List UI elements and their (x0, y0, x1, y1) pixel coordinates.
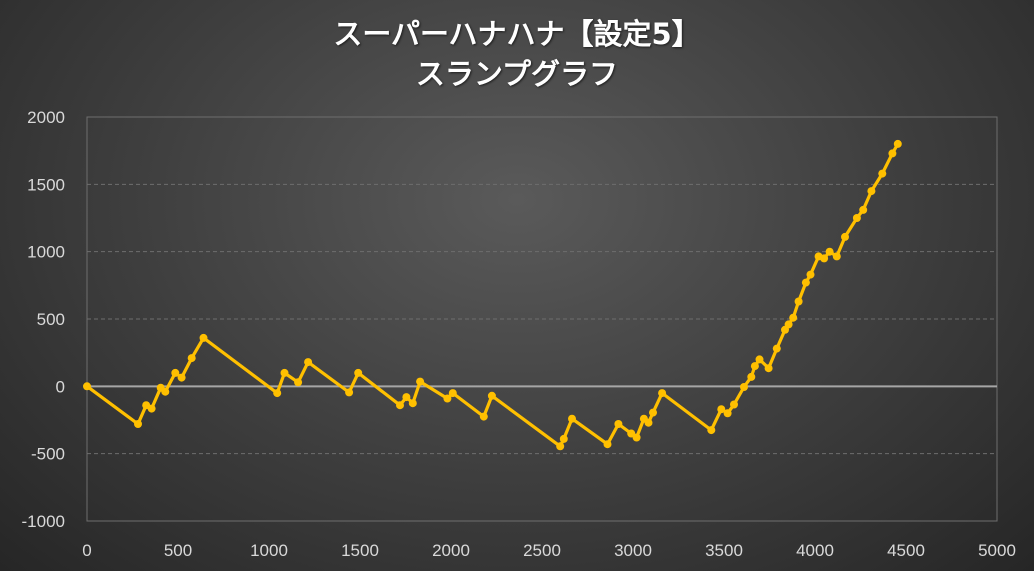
data-point (479, 412, 488, 421)
data-point (801, 278, 810, 287)
data-point (134, 420, 142, 428)
x-tick-label: 0 (82, 541, 91, 560)
y-tick-label: 500 (37, 310, 65, 329)
x-tick-label: 3500 (705, 541, 743, 560)
data-point (820, 254, 829, 263)
data-point (878, 169, 887, 178)
x-tick-label: 500 (164, 541, 192, 560)
data-point (755, 355, 764, 364)
data-point (644, 418, 653, 427)
data-point (294, 378, 303, 387)
x-tick-label: 1000 (250, 541, 288, 560)
data-point (402, 393, 411, 402)
data-point (717, 405, 726, 414)
y-tick-label: 1500 (27, 175, 65, 194)
series-line (85, 142, 900, 448)
data-point (354, 368, 363, 377)
data-point (806, 270, 815, 279)
x-tick-label: 2500 (523, 541, 561, 560)
x-tick-label: 1500 (341, 541, 379, 560)
data-point (556, 442, 565, 451)
y-tick-label: 2000 (27, 108, 65, 127)
data-point (707, 426, 716, 435)
data-point (568, 414, 576, 423)
y-tick-label: -500 (31, 445, 65, 464)
data-point (730, 400, 738, 409)
data-point (603, 440, 612, 449)
data-point (199, 333, 208, 342)
data-point (280, 368, 289, 377)
data-point (893, 139, 902, 148)
data-point (416, 377, 425, 386)
data-point (161, 387, 170, 396)
data-point (304, 358, 313, 367)
x-tick-label: 3000 (614, 541, 652, 560)
data-point (750, 362, 759, 371)
data-point (852, 214, 861, 222)
data-point (859, 205, 868, 214)
x-tick-label: 5000 (978, 541, 1016, 560)
data-point (559, 434, 568, 443)
data-point (747, 372, 756, 381)
data-point (825, 247, 834, 256)
grid-layer (86, 116, 998, 522)
data-point (658, 389, 667, 398)
line-layer (85, 142, 900, 448)
y-tick-label: 1000 (27, 243, 65, 262)
x-tick-label: 4000 (796, 541, 834, 560)
data-point (408, 399, 417, 408)
data-point (784, 320, 793, 329)
x-tick-label: 2000 (432, 541, 470, 560)
data-point (345, 388, 354, 397)
chart-title: スーパーハナハナ【設定5】 (333, 17, 701, 51)
data-point (867, 187, 876, 196)
data-point (832, 252, 841, 261)
data-point (649, 408, 657, 417)
data-point (187, 354, 196, 363)
data-point (396, 401, 404, 410)
data-point (487, 391, 496, 400)
data-point (723, 409, 732, 418)
data-point (273, 389, 282, 398)
y-tick-label: 0 (56, 377, 65, 396)
data-point (772, 344, 781, 353)
data-point (888, 149, 897, 158)
data-point (841, 232, 849, 241)
data-point (764, 364, 773, 373)
y-tick-label: -1000 (22, 512, 65, 531)
data-point (147, 404, 156, 413)
data-point (794, 297, 803, 306)
data-point (789, 313, 798, 322)
chart-title-block: スーパーハナハナ【設定5】 スランプグラフ (0, 14, 1034, 94)
point-layer (83, 139, 902, 451)
data-point (443, 394, 452, 403)
x-tick-label: 4500 (887, 541, 925, 560)
data-point (632, 433, 641, 442)
chart-subtitle: スランプグラフ (415, 57, 619, 91)
data-point (171, 368, 180, 377)
data-point (177, 373, 186, 382)
data-point (614, 420, 623, 428)
data-point (740, 383, 748, 391)
data-point (448, 389, 457, 398)
data-point (83, 382, 91, 391)
